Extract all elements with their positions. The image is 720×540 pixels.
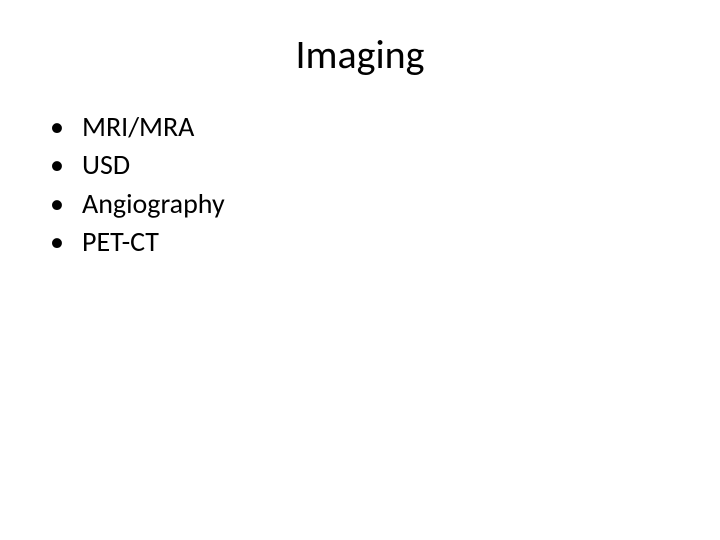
- bullet-icon: •: [50, 186, 64, 222]
- list-item: • MRI/MRA: [50, 109, 680, 145]
- bullet-text: MRI/MRA: [82, 109, 194, 145]
- bullet-icon: •: [50, 224, 64, 260]
- bullet-text: USD: [82, 147, 130, 183]
- bullet-list: • MRI/MRA • USD • Angiography • PET-CT: [50, 109, 680, 261]
- list-item: • PET-CT: [50, 224, 680, 260]
- list-item: • USD: [50, 147, 680, 183]
- slide-container: Imaging • MRI/MRA • USD • Angiography • …: [0, 0, 720, 540]
- bullet-icon: •: [50, 109, 64, 145]
- slide-title: Imaging: [40, 30, 680, 79]
- bullet-text: Angiography: [82, 186, 225, 222]
- list-item: • Angiography: [50, 186, 680, 222]
- bullet-text: PET-CT: [82, 224, 159, 260]
- bullet-icon: •: [50, 147, 64, 183]
